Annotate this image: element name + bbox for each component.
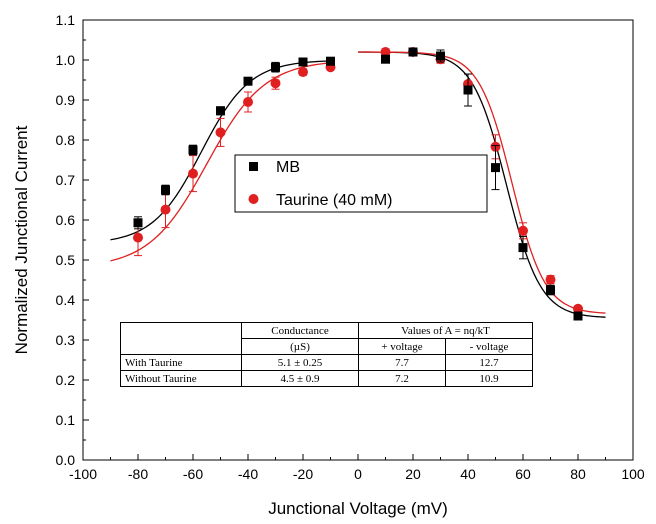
table-row: With Taurine 5.1 ± 0.25 7.7 12.7 (120, 354, 533, 371)
y-tick-label: 0.8 (56, 132, 76, 148)
mb-point (188, 145, 198, 155)
taurine-point (518, 225, 528, 236)
y-tick-label: 0.4 (56, 292, 76, 308)
taurine-point (215, 127, 226, 138)
y-tick-label: 0.6 (56, 212, 76, 228)
table-cell: Without Taurine (120, 370, 242, 387)
mb-point (298, 57, 308, 67)
taurine-point (133, 232, 143, 243)
table-header-minus-voltage: - voltage (445, 338, 533, 355)
x-tick-label: 60 (515, 466, 531, 482)
taurine-point (545, 274, 556, 285)
parameter-table: Conductance Values of A = nq/kT (µS) + v… (120, 322, 533, 387)
y-tick-label: 0.1 (56, 412, 76, 428)
taurine-point (270, 78, 281, 89)
legend-taurine-label: Taurine (40 mM) (276, 192, 392, 209)
taurine-point (160, 204, 171, 215)
x-tick-label: 0 (354, 466, 362, 482)
legend: MB Taurine (40 mM) (234, 154, 488, 213)
y-tick-label: 0.2 (56, 372, 76, 388)
mb-point (216, 106, 225, 116)
table-row: Without Taurine 4.5 ± 0.9 7.2 10.9 (120, 370, 533, 387)
plot-frame (82, 19, 634, 461)
x-tick-label: 40 (460, 466, 476, 482)
mb-point (161, 185, 170, 195)
table-cell: 12.7 (445, 354, 533, 371)
legend-mb-square-marker (249, 162, 258, 171)
x-tick-label: -100 (69, 466, 97, 482)
mb-point (271, 62, 280, 72)
x-axis-title: Junctional Voltage (mV) (268, 499, 448, 518)
x-tick-label: -60 (183, 466, 203, 482)
mb-point (243, 76, 253, 86)
mb-point (436, 51, 445, 61)
x-tick-label: 20 (405, 466, 421, 482)
mb-point (546, 285, 555, 295)
table-header-units: (µS) (241, 338, 359, 355)
taurine-point (380, 47, 391, 57)
table-cell: With Taurine (120, 354, 242, 371)
taurine-point (243, 97, 253, 107)
table-cell: 5.1 ± 0.25 (241, 354, 359, 371)
y-tick-label: 1.0 (56, 52, 76, 68)
fit-curve-negative-0 (110, 60, 331, 241)
legend-box (234, 154, 488, 213)
x-tick-label: -20 (293, 466, 313, 482)
table-corner-cell (120, 322, 242, 355)
mb-point (518, 243, 528, 253)
data-points (133, 47, 583, 321)
x-tick-label: 80 (570, 466, 586, 482)
mb-point (408, 47, 418, 57)
mb-point (573, 311, 583, 321)
y-tick-label: 0.3 (56, 332, 76, 348)
taurine-point (298, 67, 308, 77)
fit-curve-positive-1 (357, 51, 606, 314)
x-tick-label: 100 (621, 466, 645, 482)
x-tick-label: -80 (128, 466, 148, 482)
table-cell: 7.7 (358, 354, 446, 371)
table-header-values-a: Values of A = nq/kT (358, 322, 533, 339)
table-cell: 10.9 (445, 370, 533, 387)
taurine-point (573, 303, 583, 314)
mb-point (491, 163, 500, 173)
taurine-point (188, 168, 198, 179)
mb-point (326, 56, 335, 66)
axis-ticks: -100 -80 -60 -40 -20 0 20 40 60 80 100 0.0 0.1 0.2 0.3… (56, 12, 645, 482)
table-header-plus-voltage: + voltage (358, 338, 446, 355)
y-tick-label: 0.7 (56, 172, 76, 188)
mb-point (133, 218, 143, 228)
table-cell: 4.5 ± 0.9 (241, 370, 359, 387)
mb-point (463, 85, 473, 95)
y-tick-label: 0.5 (56, 252, 76, 268)
y-axis-title: Normalized Junctional Current (12, 125, 31, 354)
y-tick-label: 0.0 (56, 452, 76, 468)
table-cell: 7.2 (358, 370, 446, 387)
mb-point (381, 54, 390, 64)
y-tick-label: 1.1 (56, 12, 76, 28)
x-tick-label: -40 (238, 466, 258, 482)
legend-taurine-circle-marker (248, 194, 259, 204)
legend-mb-label: MB (276, 159, 300, 176)
y-tick-label: 0.9 (56, 92, 76, 108)
table-header-conductance: Conductance (241, 322, 359, 339)
